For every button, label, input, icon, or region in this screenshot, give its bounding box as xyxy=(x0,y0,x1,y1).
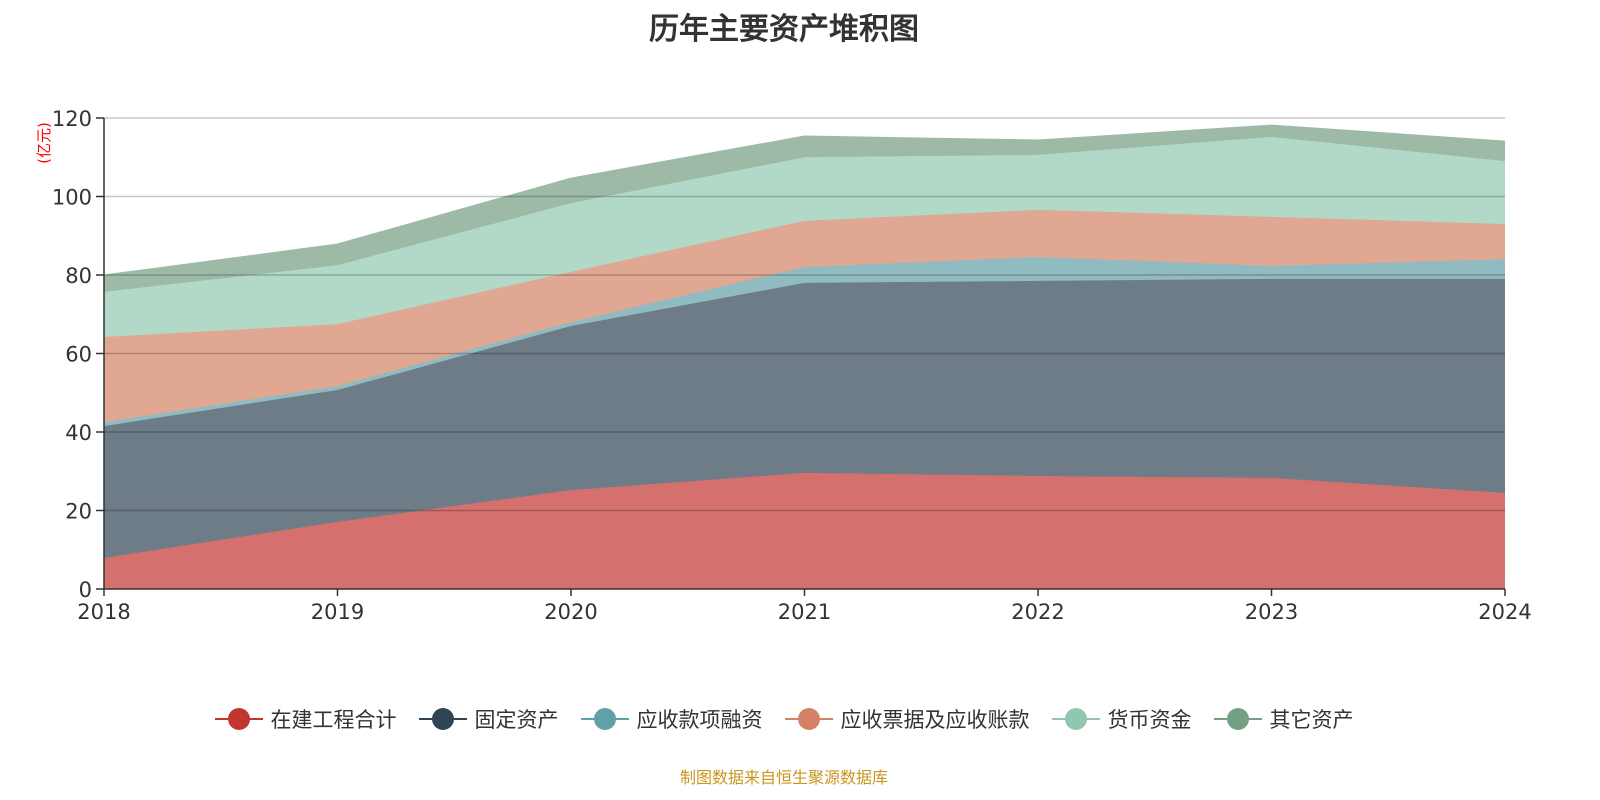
x-tick-label: 2021 xyxy=(778,600,831,624)
x-tick-label: 2023 xyxy=(1245,600,1298,624)
series-line-5 xyxy=(103,124,1506,276)
y-axis-label: (亿元) xyxy=(35,122,53,164)
area-series-4 xyxy=(104,136,1505,338)
legend-marker-icon xyxy=(580,707,629,731)
legend-label: 应收款项融资 xyxy=(636,708,763,732)
source-note: 制图数据来自恒生聚源数据库 xyxy=(679,768,888,787)
x-tick-label: 2024 xyxy=(1478,600,1531,624)
legend-label: 固定资产 xyxy=(474,708,559,732)
chart-title: 历年主要资产堆积图 xyxy=(649,12,919,47)
legend-item-2[interactable]: 应收款项融资 xyxy=(580,704,763,734)
x-tick-label: 2020 xyxy=(544,600,597,624)
legend-marker-icon xyxy=(418,707,467,731)
y-tick-label: 60 xyxy=(65,343,92,367)
y-tick-label: 120 xyxy=(52,107,92,131)
legend-marker-icon xyxy=(784,707,833,731)
area-series-0 xyxy=(104,472,1505,589)
y-tick-label: 100 xyxy=(52,186,92,210)
legend-item-4[interactable]: 货币资金 xyxy=(1051,704,1192,734)
stacked-area-chart: 0 20 40 60 80 100 120 2018 2019 2020 2021 2022 2023 2… xyxy=(35,107,1532,624)
legend-marker-icon xyxy=(1213,707,1262,731)
x-tick-label: 2019 xyxy=(311,600,364,624)
legend-label: 应收票据及应收账款 xyxy=(840,708,1030,732)
legend: 在建工程合计 固定资产 应收款项融资 应收票据及应收账款 货币资金 其它资产 xyxy=(0,704,1568,734)
y-tick-label: 80 xyxy=(65,264,92,288)
legend-marker-icon xyxy=(214,707,263,731)
legend-marker-icon xyxy=(1051,707,1100,731)
legend-item-0[interactable]: 在建工程合计 xyxy=(214,704,397,734)
legend-item-3[interactable]: 应收票据及应收账款 xyxy=(784,704,1030,734)
legend-label: 货币资金 xyxy=(1107,708,1192,732)
x-tick-label: 2022 xyxy=(1011,600,1064,624)
area-series-5 xyxy=(104,125,1505,292)
legend-item-1[interactable]: 固定资产 xyxy=(418,704,559,734)
legend-item-5[interactable]: 其它资产 xyxy=(1213,704,1354,734)
legend-label: 其它资产 xyxy=(1269,708,1354,732)
y-tick-label: 0 xyxy=(79,578,92,602)
legend-label: 在建工程合计 xyxy=(270,708,397,732)
area-series-1 xyxy=(104,278,1505,558)
y-tick-label: 20 xyxy=(65,500,92,524)
y-tick-label: 40 xyxy=(65,421,92,445)
area-series-3 xyxy=(104,209,1505,423)
x-tick-label: 2018 xyxy=(77,600,130,624)
area-series-2 xyxy=(104,256,1505,427)
